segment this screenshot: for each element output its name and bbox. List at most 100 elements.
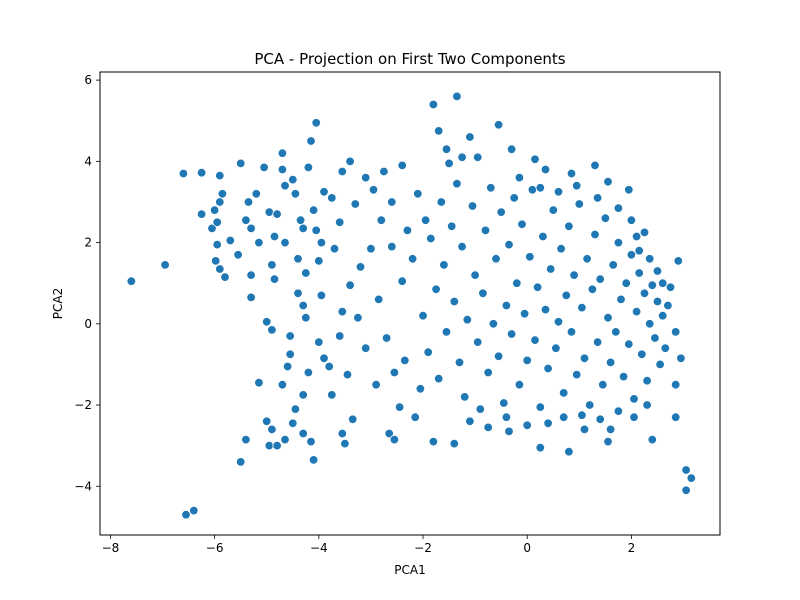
data-point (530, 154, 540, 165)
data-point (269, 231, 280, 242)
data-point (407, 254, 418, 264)
data-point (210, 256, 221, 266)
data-point (384, 428, 394, 439)
data-point (525, 252, 535, 262)
data-point (629, 412, 639, 422)
data-point (327, 193, 337, 203)
data-point (553, 317, 564, 327)
data-point (519, 309, 530, 319)
data-point (413, 189, 423, 199)
data-point (639, 288, 650, 299)
data-point (616, 294, 626, 305)
data-point (514, 380, 525, 390)
data-point (447, 221, 457, 232)
data-point (574, 199, 585, 209)
data-point (324, 361, 334, 372)
data-point (546, 264, 556, 274)
data-point (603, 313, 613, 323)
data-point (439, 260, 449, 270)
data-point (246, 270, 256, 280)
data-point (564, 221, 574, 232)
data-point (262, 416, 272, 427)
data-point (290, 189, 301, 199)
data-point (285, 349, 295, 360)
data-point (671, 327, 681, 337)
data-point (243, 197, 254, 207)
data-point (658, 278, 668, 288)
data-point (361, 343, 371, 353)
data-point (585, 400, 595, 410)
data-point (645, 254, 655, 264)
data-point (441, 144, 452, 154)
data-point (267, 325, 277, 335)
data-point (504, 426, 514, 437)
data-point (225, 235, 236, 246)
data-point (465, 416, 475, 427)
data-point (298, 223, 308, 234)
data-point (220, 272, 230, 282)
data-point (535, 402, 546, 412)
data-point (311, 118, 321, 128)
data-point (452, 178, 462, 189)
data-point (587, 284, 598, 295)
data-point (272, 440, 282, 451)
data-point (535, 183, 546, 193)
data-point (314, 337, 324, 347)
data-point (452, 91, 462, 102)
data-point (402, 225, 413, 236)
data-point (543, 363, 553, 374)
data-point (335, 331, 345, 341)
data-point (215, 264, 225, 274)
data-point (572, 369, 582, 380)
data-point (486, 183, 496, 193)
data-point (647, 434, 658, 445)
data-point (543, 418, 553, 429)
data-point (603, 176, 613, 187)
data-point (246, 292, 256, 303)
data-point (660, 343, 671, 353)
data-point (551, 343, 561, 353)
data-point (178, 168, 189, 179)
data-point (467, 201, 478, 211)
data-point (465, 132, 475, 142)
data-point (361, 172, 371, 183)
x-tick-label: −2 (414, 541, 432, 555)
data-point (592, 337, 603, 347)
data-point (566, 168, 577, 179)
data-point (501, 300, 512, 311)
data-point (259, 162, 269, 173)
data-point (663, 300, 673, 311)
data-point (285, 331, 295, 341)
data-point (426, 233, 436, 244)
data-point (293, 288, 303, 299)
x-axis-label: PCA1 (394, 563, 425, 577)
data-point (527, 185, 538, 195)
data-point (282, 361, 293, 372)
data-point (441, 327, 452, 337)
data-point (579, 353, 590, 364)
data-point (566, 327, 577, 337)
data-point (603, 436, 613, 447)
data-point (572, 180, 582, 191)
data-point (671, 380, 681, 390)
data-point (379, 166, 389, 177)
data-point (235, 457, 246, 467)
data-point (337, 306, 348, 317)
data-point (431, 284, 441, 295)
x-tick-label: −4 (310, 541, 328, 555)
data-point (595, 414, 605, 425)
y-tick-label: 0 (84, 317, 92, 331)
data-point (652, 296, 663, 307)
y-axis: −4 −2 0 2 4 6 (74, 73, 100, 493)
data-point (577, 410, 587, 420)
data-point (267, 260, 277, 270)
data-point (462, 315, 473, 325)
data-point (389, 434, 400, 445)
data-point (371, 380, 381, 390)
data-point (298, 390, 308, 400)
data-point (457, 241, 467, 252)
data-point (470, 270, 480, 280)
data-point (652, 266, 663, 276)
data-point (387, 197, 397, 207)
